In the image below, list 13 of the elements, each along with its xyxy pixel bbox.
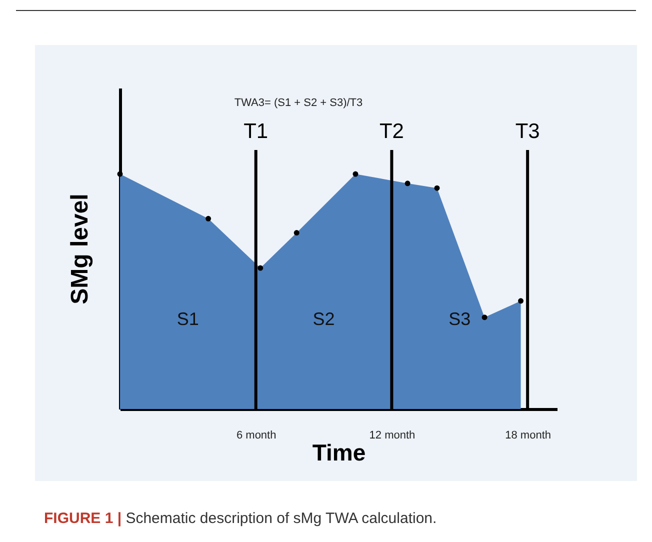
x-tick-label: 18 month (505, 430, 551, 442)
ref-line-label: T1 (244, 120, 268, 143)
x-tick-label: 12 month (369, 430, 416, 442)
ref-line-label: T2 (379, 120, 404, 143)
annotation: S1 (176, 309, 199, 329)
annotation: S3 (448, 309, 471, 329)
caption: FIGURE 1 | Schematic description of sMg TWA calculation. (44, 510, 437, 527)
chart-title: TWA3= (S1 + S2 + S3)/T3 (234, 97, 363, 109)
x-axis-title: Time (312, 440, 366, 466)
ref-line-label: T3 (515, 120, 540, 143)
annotation: S2 (312, 309, 335, 329)
x-tick-label: 6 month (236, 430, 276, 442)
y-axis-title: SMg level (66, 194, 94, 304)
